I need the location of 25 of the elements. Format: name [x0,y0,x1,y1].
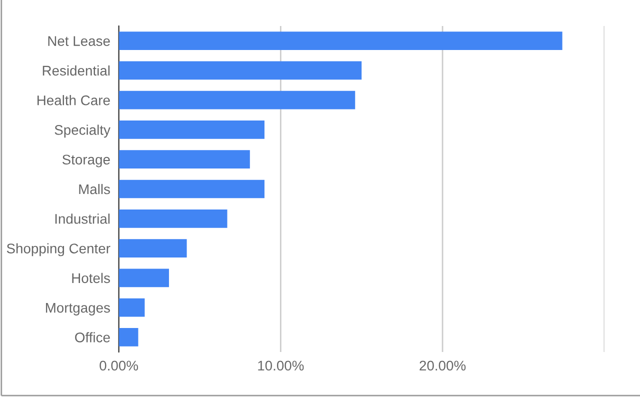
y-tick-label: Storage [62,154,110,168]
x-tick-label: 10.00% [258,360,304,371]
bar [118,120,264,139]
y-tick-label: Net Lease [48,36,110,46]
bar [118,328,138,346]
bar [118,150,250,169]
y-tick-label: Specialty [54,124,110,138]
bar [118,90,356,110]
bar [118,268,169,288]
bar [118,298,145,317]
bar [118,209,228,228]
x-tick-label: 0.00% [100,360,138,371]
bar [118,180,264,198]
y-tick-label: Mortgages [46,303,110,316]
y-tick-label: Health Care [38,95,110,106]
y-tick-label: Hotels [72,272,110,284]
bar [118,32,562,50]
y-tick-label: Malls [79,184,110,194]
bar [118,239,187,258]
bar [118,61,362,80]
y-tick-label: Shopping Center [6,243,110,256]
x-tick-label: 20.00% [420,360,466,371]
y-tick-label: Residential [42,65,110,76]
y-tick-label: Office [75,332,110,342]
y-tick-label: Industrial [55,214,110,224]
